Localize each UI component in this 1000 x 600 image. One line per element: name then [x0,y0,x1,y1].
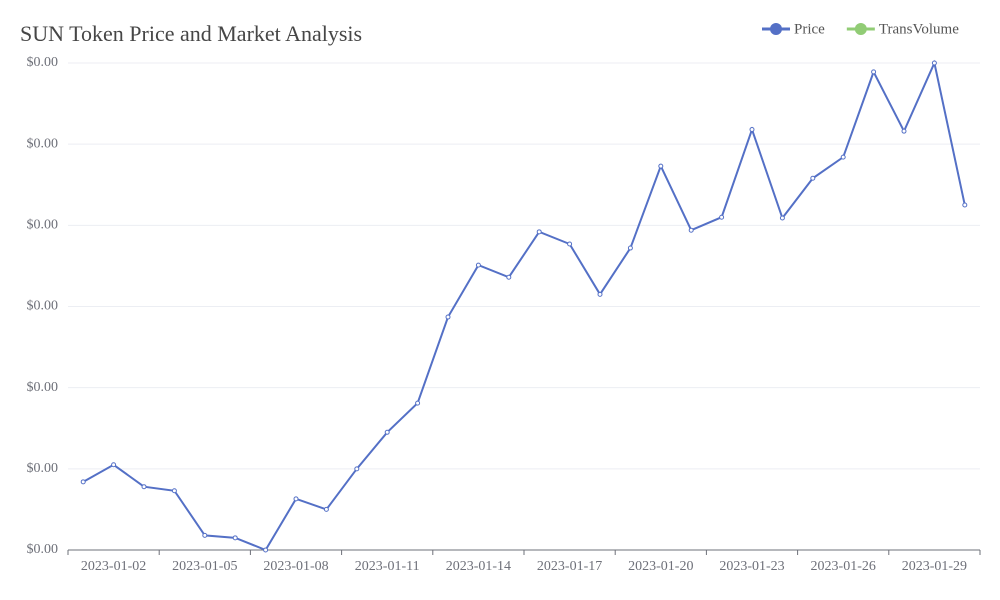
price-line [82,59,966,552]
point [80,479,86,485]
y-tick-label: $0.00 [27,218,59,233]
y-tick-label: $0.00 [27,461,59,476]
point [931,60,937,66]
x-tick-label: 2023-01-17 [537,559,602,574]
x-tick-label: 2023-01-02 [81,559,146,574]
point [445,314,451,320]
y-tick-label: $0.00 [27,136,59,151]
x-tick-label: 2023-01-05 [172,559,237,574]
point [232,535,238,541]
point [871,69,877,75]
point [475,262,481,268]
point [111,462,117,468]
point [688,227,694,233]
point [597,291,603,297]
point [749,127,755,133]
point [263,547,269,553]
point [171,488,177,494]
point [810,175,816,181]
legend-marker [854,23,867,35]
point [293,496,299,502]
point [779,215,785,221]
point [901,128,907,134]
point [536,229,542,235]
legend-marker [770,23,782,35]
point [719,214,725,220]
point [506,274,512,280]
point [627,245,633,251]
point [567,241,573,247]
point [354,466,360,472]
x-tick-label: 2023-01-14 [446,559,511,574]
chart-title: SUN Token Price and Market Analysis [20,21,362,46]
legend-label: Price [794,21,825,37]
point [141,484,147,490]
legend-item[interactable]: TransVolume [846,21,959,37]
y-tick-label: $0.00 [27,299,59,314]
point [962,202,968,208]
y-tick-label: $0.00 [27,55,59,70]
legend-label: TransVolume [879,21,959,37]
point [323,506,329,512]
x-tick-label: 2023-01-23 [719,559,784,574]
x-tick-label: 2023-01-08 [263,559,328,574]
x-tick-label: 2023-01-11 [355,559,420,574]
x-tick-label: 2023-01-26 [811,559,876,574]
point [202,532,208,538]
point [415,400,421,406]
legend-item[interactable]: Price [762,21,825,37]
point [384,429,390,435]
x-tick-label: 2023-01-29 [902,559,967,574]
y-tick-label: $0.00 [27,380,59,395]
point [658,163,664,169]
y-tick-label: $0.00 [27,542,59,557]
point [840,154,846,160]
x-tick-label: 2023-01-20 [628,559,693,574]
